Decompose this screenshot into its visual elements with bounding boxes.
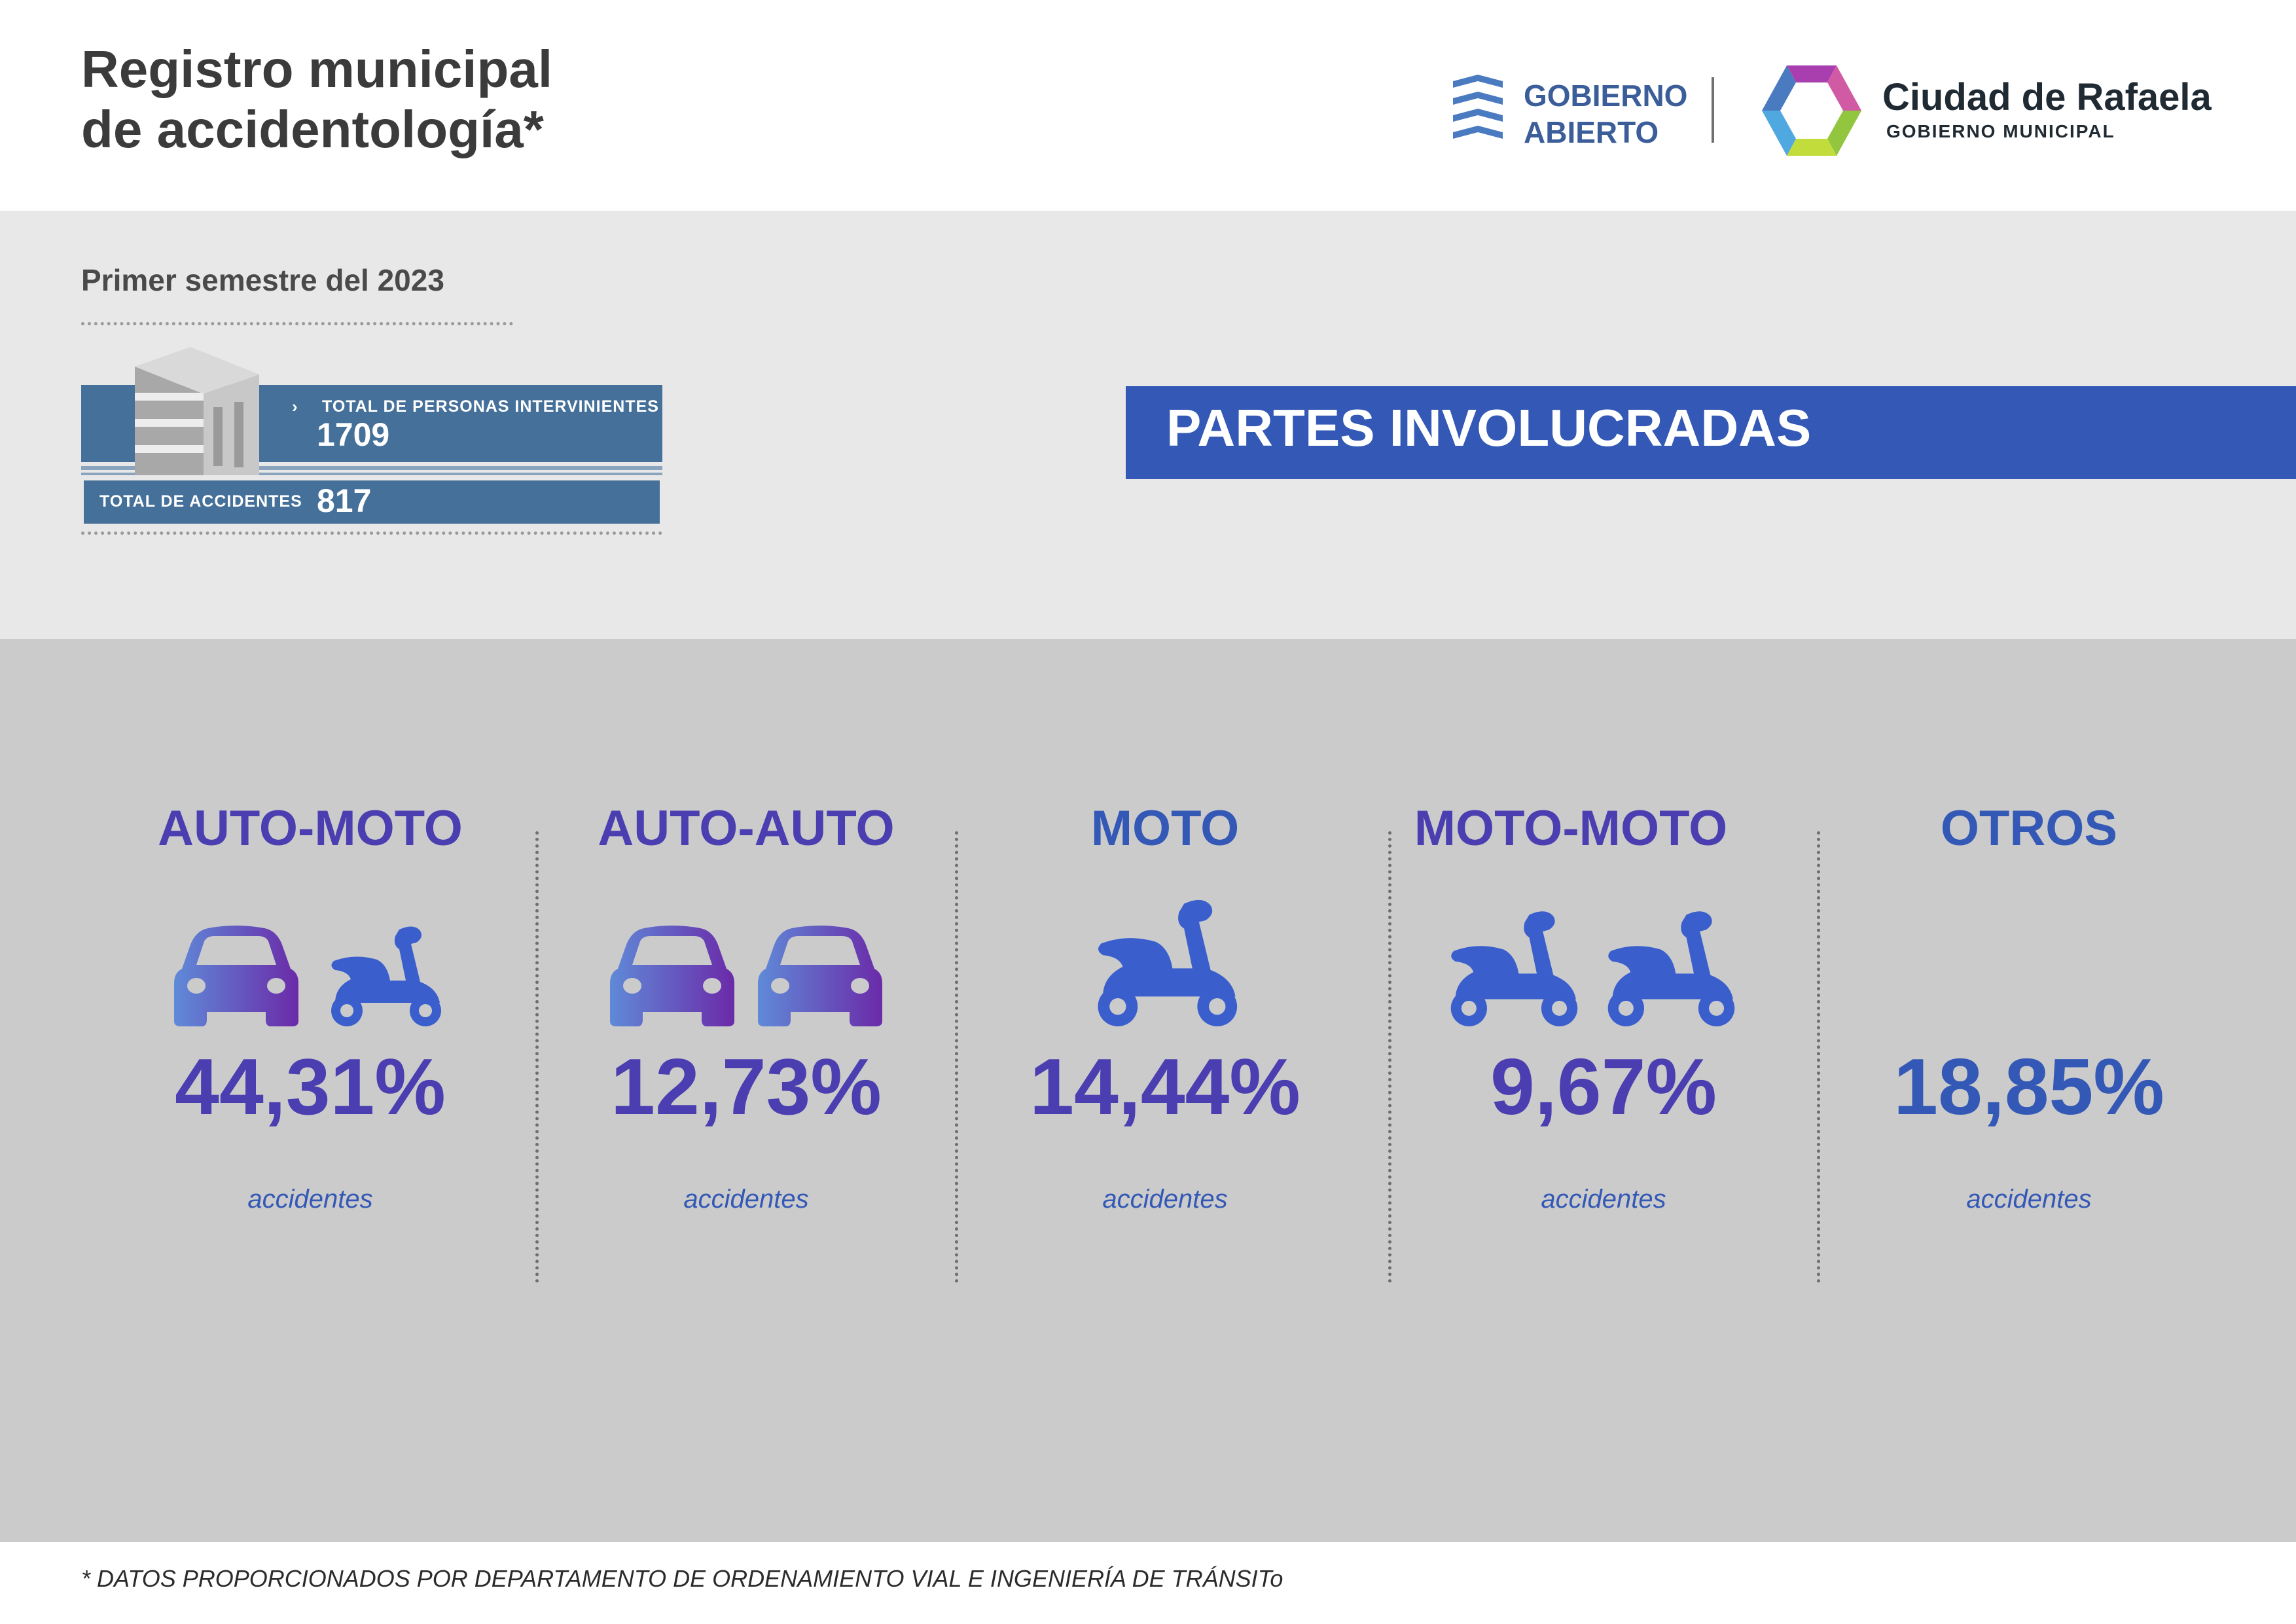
page-title-line-2: de accidentología*	[81, 100, 544, 158]
gobierno-abierto-logo-text: GOBIERNO ABIERTO	[1524, 77, 1700, 151]
stat-column-auto-moto: AUTO-MOTO 44,31% accidentes	[107, 799, 513, 1296]
column-divider	[535, 831, 539, 1283]
stat-percent: 44,31%	[175, 1042, 446, 1131]
stat-percent: 12,73%	[611, 1042, 882, 1131]
persons-total-value: 1709	[317, 416, 390, 453]
ciudad-rafaela-logo-icon	[1762, 65, 1861, 156]
car-icon	[610, 926, 734, 1026]
period-label: Primer semestre del 2023	[81, 263, 444, 297]
dotted-divider	[81, 322, 513, 325]
summary-rule	[81, 466, 662, 470]
stat-column-moto-moto: MOTO-MOTO 9,67% accidentes	[1407, 799, 1800, 1296]
stat-category-label: AUTO-AUTO	[598, 801, 895, 856]
building-icon	[135, 347, 259, 475]
scooter-icon	[1607, 911, 1735, 1026]
stat-caption: accidentes	[1102, 1185, 1228, 1214]
stat-column-otros: OTROS 18,85% accidentes	[1833, 799, 2225, 1296]
stat-category-label: MOTO-MOTO	[1414, 801, 1728, 856]
stat-column-moto: MOTO 14,44% accidentes	[969, 799, 1361, 1296]
stat-icons	[543, 895, 949, 1026]
chevron-right-icon: ›	[292, 397, 298, 416]
stat-caption: accidentes	[1966, 1185, 2092, 1214]
page-title: Registro municipal de accidentología*	[81, 39, 736, 160]
stat-icons	[969, 895, 1361, 1026]
column-divider	[955, 831, 958, 1283]
persons-total-label: TOTAL DE PERSONAS INTERVINIENTES	[322, 397, 659, 416]
section-title: PARTES INVOLUCRADAS	[1166, 399, 1812, 457]
stat-percent: 9,67%	[1490, 1042, 1717, 1131]
car-icon	[758, 926, 882, 1026]
source-footnote: * DATOS PROPORCIONADOS POR DEPARTAMENTO …	[81, 1565, 1283, 1592]
stat-icons	[107, 895, 513, 1026]
stat-category-label: MOTO	[1090, 801, 1240, 856]
scooter-icon	[1098, 899, 1238, 1026]
page-footer	[0, 1542, 2296, 1624]
gobierno-abierto-line-2: ABIERTO	[1524, 115, 1659, 149]
car-icon	[174, 926, 298, 1026]
column-divider	[1817, 831, 1820, 1283]
page-title-line-1: Registro municipal	[81, 40, 553, 98]
scooter-icon	[331, 926, 441, 1026]
stat-percent: 18,85%	[1893, 1042, 2164, 1131]
stat-icons	[1394, 895, 1787, 1026]
gobierno-abierto-logo-icon	[1453, 75, 1503, 139]
stat-percent: 14,44%	[1030, 1042, 1300, 1131]
stat-category-label: AUTO-MOTO	[158, 801, 463, 856]
scooter-icon	[1450, 911, 1578, 1026]
page-header	[0, 0, 2296, 211]
logo-divider	[1712, 77, 1714, 143]
ciudad-rafaela-subtitle: GOBIERNO MUNICIPAL	[1886, 121, 2115, 141]
stat-category-label: OTROS	[1940, 801, 2118, 856]
summary-rule	[81, 473, 662, 475]
column-divider	[1388, 831, 1391, 1283]
dotted-divider	[81, 532, 662, 535]
stats-panel	[0, 639, 2296, 1542]
gobierno-abierto-line-1: GOBIERNO	[1524, 79, 1688, 113]
stat-caption: accidentes	[683, 1185, 809, 1214]
accidents-total-box	[84, 480, 660, 524]
stat-icons	[1833, 895, 2225, 1026]
stat-caption: accidentes	[1541, 1185, 1666, 1214]
accidents-total-label: TOTAL DE ACCIDENTES	[99, 492, 302, 511]
section-banner	[1126, 386, 2296, 479]
stat-caption: accidentes	[247, 1185, 373, 1214]
stat-column-auto-auto: AUTO-AUTO 12,73% accidentes	[543, 799, 949, 1296]
ciudad-rafaela-name: Ciudad de Rafaela	[1882, 76, 2212, 118]
accidents-total-value: 817	[317, 482, 372, 519]
